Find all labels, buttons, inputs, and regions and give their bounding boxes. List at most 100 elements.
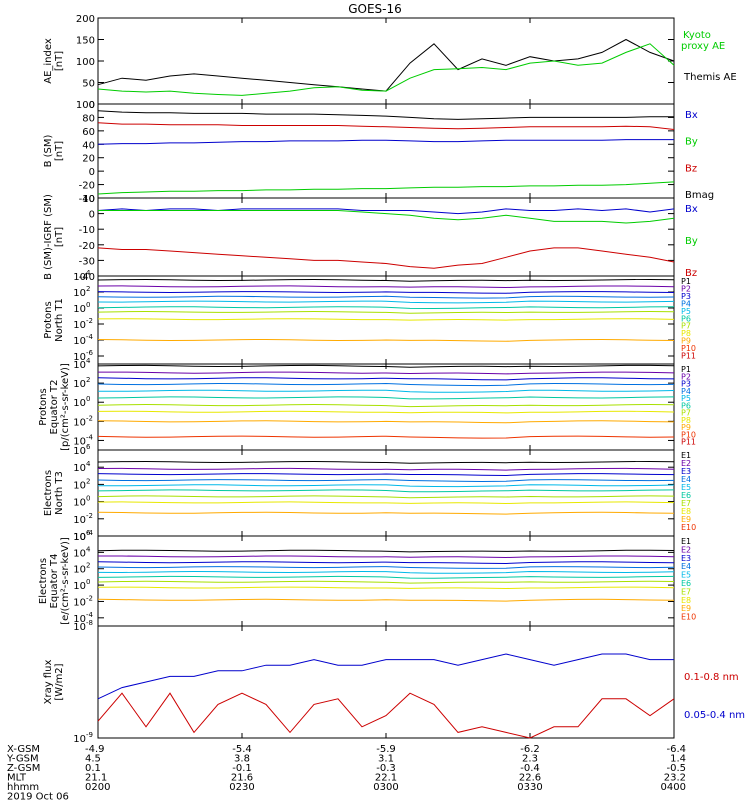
legend-bx: Bx <box>685 204 698 215</box>
series-line-e9 <box>97 598 675 602</box>
y-axis-label: Protons <box>43 301 54 338</box>
ephemeris-value: 22.6 <box>519 773 541 784</box>
y-axis-label: AE_index <box>43 38 54 84</box>
legend-e7: E7 <box>681 499 691 508</box>
y-tick-label: 20 <box>82 154 95 165</box>
legend-e2: E2 <box>681 545 691 554</box>
legend-e1: E1 <box>681 451 691 460</box>
y-tick-label: 10 <box>73 360 86 371</box>
ephemeris-value: 0330 <box>517 782 542 793</box>
legend-p2: P2 <box>681 372 691 381</box>
series-line-e1 <box>97 460 675 464</box>
y-axis-label: [nT] <box>54 141 65 161</box>
y-tick-label: 10 <box>73 565 86 576</box>
y-axis-label: Equator T4 <box>49 554 60 609</box>
y-tick-label: 0 <box>89 100 95 111</box>
series-line-bx <box>97 208 675 215</box>
ephemeris-value: -5.4 <box>232 744 252 755</box>
y-tick-label: 150 <box>76 36 95 47</box>
y-tick-exponent: 6 <box>86 529 91 537</box>
y-tick-label: 10 <box>73 480 86 491</box>
y-tick-label: 10 <box>73 622 86 633</box>
series-line-e2 <box>97 467 675 471</box>
y-axis-label: Protons <box>38 388 49 425</box>
legend-e4: E4 <box>681 475 691 484</box>
ephemeris-value: -0.4 <box>520 763 540 774</box>
ephemeris-row-label: Z-GSM <box>7 763 40 774</box>
ephemeris-value: 22.1 <box>375 773 397 784</box>
y-axis-label: North T1 <box>54 298 65 342</box>
legend-p1: P1 <box>681 365 691 374</box>
series-line-e4 <box>97 566 675 569</box>
y-tick-label: 80 <box>82 113 95 124</box>
legend-p10: P10 <box>681 344 696 353</box>
legend-bz: Bz <box>685 268 697 279</box>
legend-p7: P7 <box>681 409 691 418</box>
legend-p11: P11 <box>681 438 696 447</box>
y-tick-exponent: 2 <box>86 376 90 384</box>
legend-bx: Bx <box>685 110 698 121</box>
series-line-by <box>97 181 675 195</box>
series-line-p2 <box>97 285 675 289</box>
series-line-e9 <box>97 511 675 515</box>
series-line-e7 <box>97 495 675 499</box>
legend-p6: P6 <box>681 401 691 410</box>
y-axis-label: [p/(cm²-s-sr-keV)] <box>60 363 71 451</box>
y-tick-label: 10 <box>82 194 95 205</box>
y-tick-label: 0 <box>89 167 95 178</box>
ephemeris-value: -0.1 <box>232 763 252 774</box>
ephemeris-row-label: 2019 Oct 06 <box>7 792 69 801</box>
legend-e10: E10 <box>681 613 696 622</box>
y-tick-exponent: -4 <box>86 433 94 441</box>
legend-e4: E4 <box>681 562 691 571</box>
y-tick-exponent: 4 <box>86 545 91 553</box>
y-axis-label: Electrons <box>43 470 54 516</box>
legend-e6: E6 <box>681 579 691 588</box>
series-line-e4 <box>97 479 675 483</box>
legend-p11: P11 <box>681 352 696 361</box>
ephemeris-row-label: Y-GSM <box>6 754 39 765</box>
y-tick-exponent: -4 <box>86 333 94 341</box>
y-tick-exponent: -4 <box>86 529 94 537</box>
ephemeris-value: 23.2 <box>664 773 686 784</box>
y-tick-exponent: -8 <box>86 619 93 627</box>
legend-e9: E9 <box>681 515 691 524</box>
legend-p10: P10 <box>681 430 696 439</box>
y-tick-exponent: 2 <box>86 285 90 293</box>
legend-p9: P9 <box>681 423 691 432</box>
y-tick-label: 100 <box>76 100 95 111</box>
legend-p8: P8 <box>681 329 691 338</box>
y-tick-exponent: 4 <box>86 269 91 277</box>
panel-3: 10 0 -10 -20 -30 -40 B (SM)-IGRF (SM) [nT] Bx By B… <box>43 194 698 283</box>
legend-e8: E8 <box>681 596 691 605</box>
legend-p5: P5 <box>681 394 691 403</box>
y-tick-label: 10 <box>73 336 86 347</box>
series-line-p2 <box>98 371 675 375</box>
y-tick-exponent: 0 <box>86 395 90 403</box>
series-line-p4 <box>97 295 675 299</box>
series-line-bz <box>97 247 675 269</box>
y-tick-label: 10 <box>73 498 86 509</box>
y-tick-label: 10 <box>73 463 86 474</box>
legend-proxy-ae: proxy AE <box>681 41 725 52</box>
legend-p3: P3 <box>681 380 691 389</box>
panel-frame <box>97 103 675 199</box>
y-tick-label: 10 <box>73 532 86 543</box>
series-line-0-1-0-8-nm <box>97 692 675 739</box>
legend-p2: P2 <box>681 284 691 293</box>
y-tick-label: -40 <box>79 272 95 283</box>
y-tick-exponent: 0 <box>86 495 90 503</box>
series-line-p8 <box>97 318 675 321</box>
y-tick-label: 50 <box>82 79 95 90</box>
series-line-p6 <box>97 396 675 400</box>
y-tick-label: 200 <box>76 14 95 25</box>
y-tick-label: -20 <box>79 241 95 252</box>
series-line-e2 <box>98 555 675 559</box>
ephemeris-value: -6.2 <box>520 744 540 755</box>
ephemeris-value: 1.4 <box>670 754 686 765</box>
y-tick-exponent: 6 <box>86 443 91 451</box>
